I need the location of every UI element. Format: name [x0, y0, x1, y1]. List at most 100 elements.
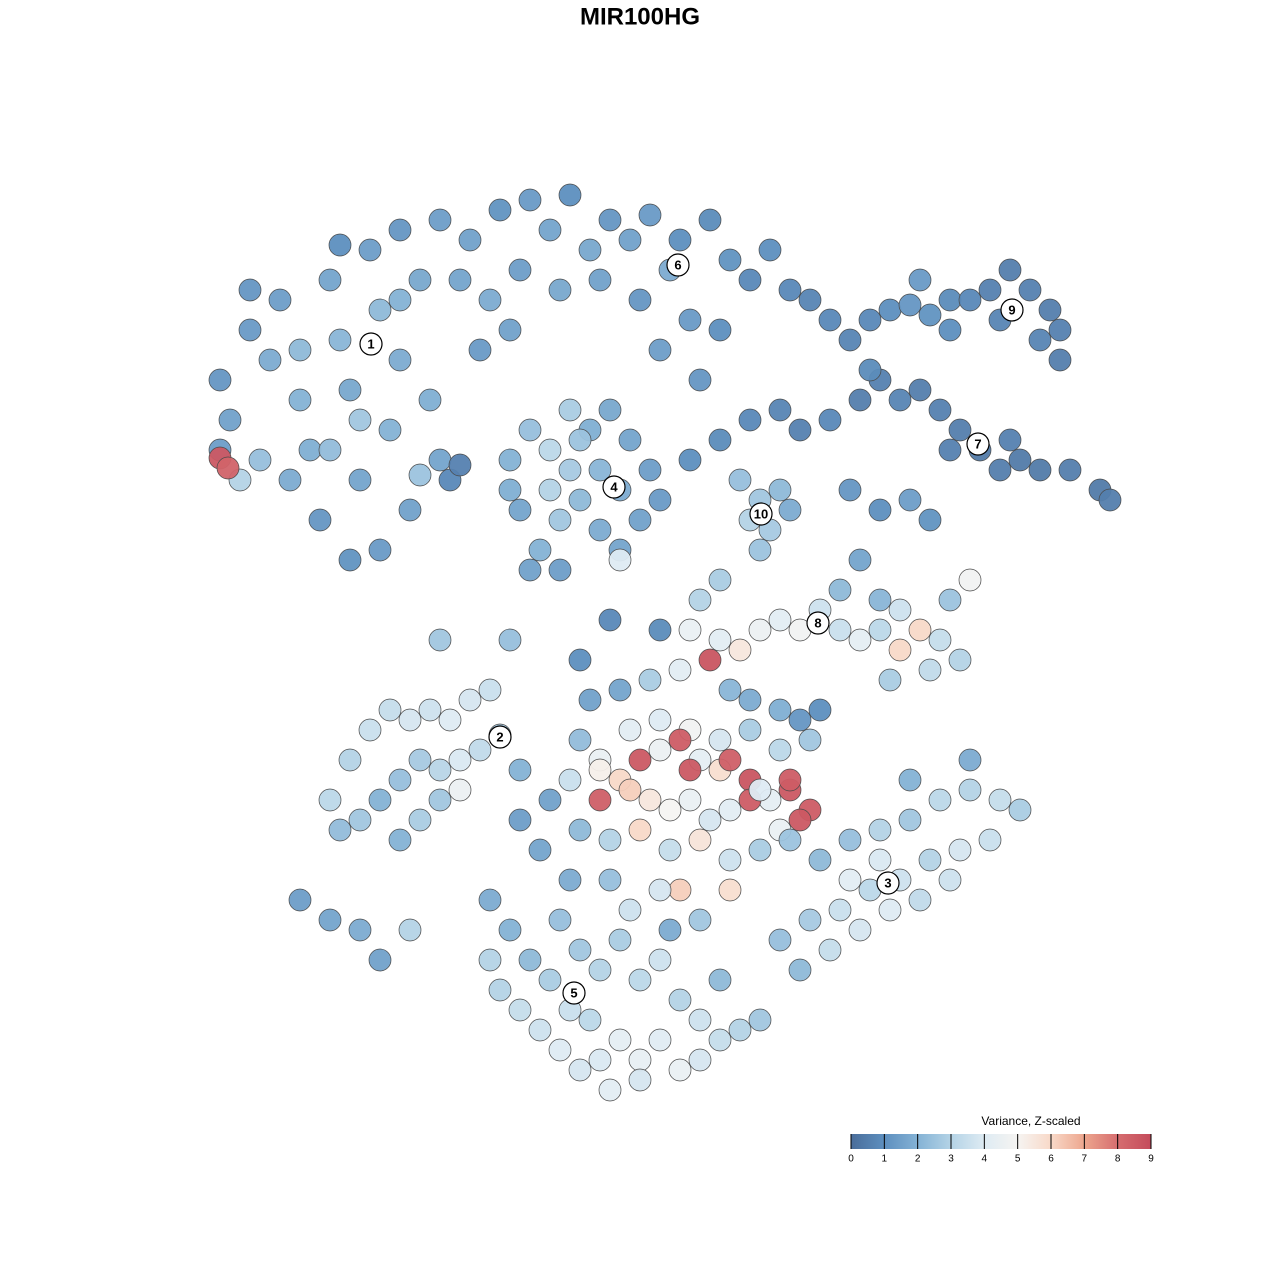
- point: [558, 458, 582, 482]
- point: [288, 388, 312, 412]
- point: [518, 558, 542, 582]
- point: [788, 418, 812, 442]
- point: [428, 628, 452, 652]
- point: [628, 1068, 652, 1092]
- point: [888, 598, 912, 622]
- point: [1058, 458, 1082, 482]
- cluster-label-badge: [806, 611, 830, 635]
- point: [718, 678, 742, 702]
- point: [518, 418, 542, 442]
- point: [588, 268, 612, 292]
- point: [728, 638, 752, 662]
- cluster-label-badge: [359, 332, 383, 356]
- point: [868, 588, 892, 612]
- colorbar-tick-label: 5: [1015, 1154, 1021, 1165]
- cluster-label: 2: [496, 729, 503, 744]
- point: [1048, 318, 1072, 342]
- point: [278, 468, 302, 492]
- chart-title: MIR100HG: [580, 3, 700, 30]
- point: [708, 728, 732, 752]
- point: [568, 728, 592, 752]
- point: [368, 788, 392, 812]
- point: [618, 428, 642, 452]
- point: [428, 788, 452, 812]
- point: [798, 288, 822, 312]
- point: [248, 448, 272, 472]
- point: [348, 808, 372, 832]
- point: [588, 458, 612, 482]
- point: [448, 778, 472, 802]
- point: [798, 908, 822, 932]
- point: [628, 968, 652, 992]
- point: [588, 518, 612, 542]
- point: [338, 378, 362, 402]
- point: [408, 268, 432, 292]
- point: [508, 498, 532, 522]
- point: [548, 278, 572, 302]
- point: [808, 848, 832, 872]
- point: [988, 788, 1012, 812]
- point: [598, 208, 622, 232]
- point: [338, 748, 362, 772]
- point: [608, 928, 632, 952]
- point: [458, 228, 482, 252]
- point: [718, 798, 742, 822]
- point: [398, 498, 422, 522]
- point: [388, 288, 412, 312]
- point: [418, 388, 442, 412]
- point: [678, 758, 702, 782]
- point: [648, 1028, 672, 1052]
- point: [308, 508, 332, 532]
- cluster-label: 8: [814, 615, 821, 630]
- point: [328, 818, 352, 842]
- point: [568, 818, 592, 842]
- point: [958, 568, 982, 592]
- point: [298, 438, 322, 462]
- point: [688, 588, 712, 612]
- point: [608, 1028, 632, 1052]
- colorbar-tick-label: 6: [1048, 1154, 1054, 1165]
- point: [498, 478, 522, 502]
- point: [208, 368, 232, 392]
- point: [388, 218, 412, 242]
- cluster-label: 7: [974, 436, 981, 451]
- point: [628, 818, 652, 842]
- point: [778, 498, 802, 522]
- point: [708, 318, 732, 342]
- point: [558, 868, 582, 892]
- point: [818, 308, 842, 332]
- point: [698, 808, 722, 832]
- point: [628, 288, 652, 312]
- point: [368, 298, 392, 322]
- point: [498, 448, 522, 472]
- point: [388, 348, 412, 372]
- point: [718, 248, 742, 272]
- point: [598, 1078, 622, 1102]
- point: [588, 1048, 612, 1072]
- point: [868, 848, 892, 872]
- point: [508, 998, 532, 1022]
- point: [648, 948, 672, 972]
- point: [868, 618, 892, 642]
- point: [718, 848, 742, 872]
- point: [498, 628, 522, 652]
- cluster-label: 5: [570, 985, 577, 1000]
- point: [648, 618, 672, 642]
- point: [488, 978, 512, 1002]
- point: [678, 448, 702, 472]
- point: [768, 738, 792, 762]
- cluster-label: 6: [674, 257, 681, 272]
- point: [238, 278, 262, 302]
- point: [748, 778, 772, 802]
- cluster-label: 4: [610, 479, 618, 494]
- point: [1028, 328, 1052, 352]
- point: [378, 418, 402, 442]
- point: [748, 538, 772, 562]
- point: [838, 828, 862, 852]
- point: [488, 198, 512, 222]
- point: [688, 1048, 712, 1072]
- point: [318, 268, 342, 292]
- point: [348, 408, 372, 432]
- point: [848, 388, 872, 412]
- point: [648, 878, 672, 902]
